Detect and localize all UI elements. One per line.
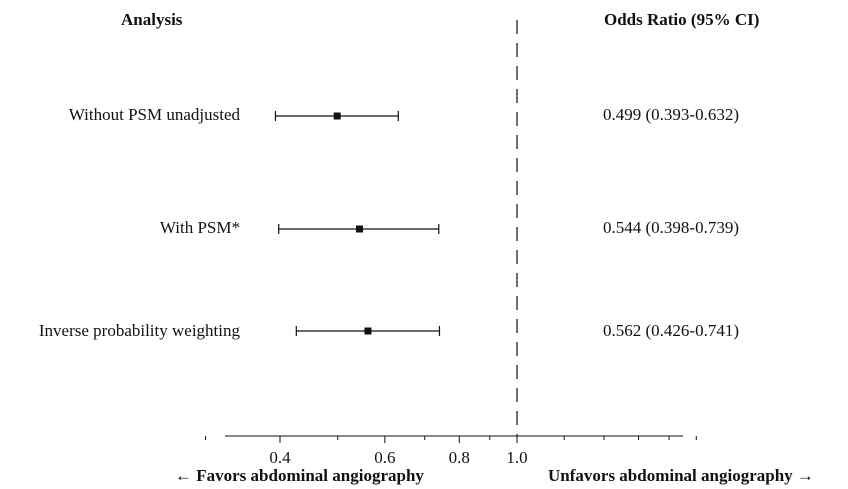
analysis-header: Analysis (121, 10, 183, 29)
row-label-with-psm: With PSM* (159, 218, 240, 237)
x-tick-label: 0.6 (374, 448, 395, 467)
row-label-ipw: Inverse probability weighting (38, 321, 240, 340)
estimates-layer (274, 111, 441, 336)
point-estimate (356, 225, 364, 233)
x-tick-label: 1.0 (506, 448, 527, 467)
odds-ratio-header: Odds Ratio (95% CI) (604, 10, 760, 29)
or-ci-ipw: 0.562 (0.426-0.741) (603, 321, 739, 340)
or-ci-with-psm: 0.544 (0.398-0.739) (603, 218, 739, 237)
point-estimate (333, 112, 341, 120)
point-estimate (364, 327, 372, 335)
row-label-without-psm: Without PSM unadjusted (68, 105, 240, 124)
x-axis: 0.4 0.6 0.8 1.0 (205, 435, 697, 467)
x-tick-label: 0.4 (269, 448, 291, 467)
favors-left-label: ← Favors abdominal angiography (175, 466, 424, 485)
or-ci-without-psm: 0.499 (0.393-0.632) (603, 105, 739, 124)
x-tick-label: 0.8 (449, 448, 470, 467)
favors-right-label: Unfavors abdominal angiography → (548, 466, 814, 485)
